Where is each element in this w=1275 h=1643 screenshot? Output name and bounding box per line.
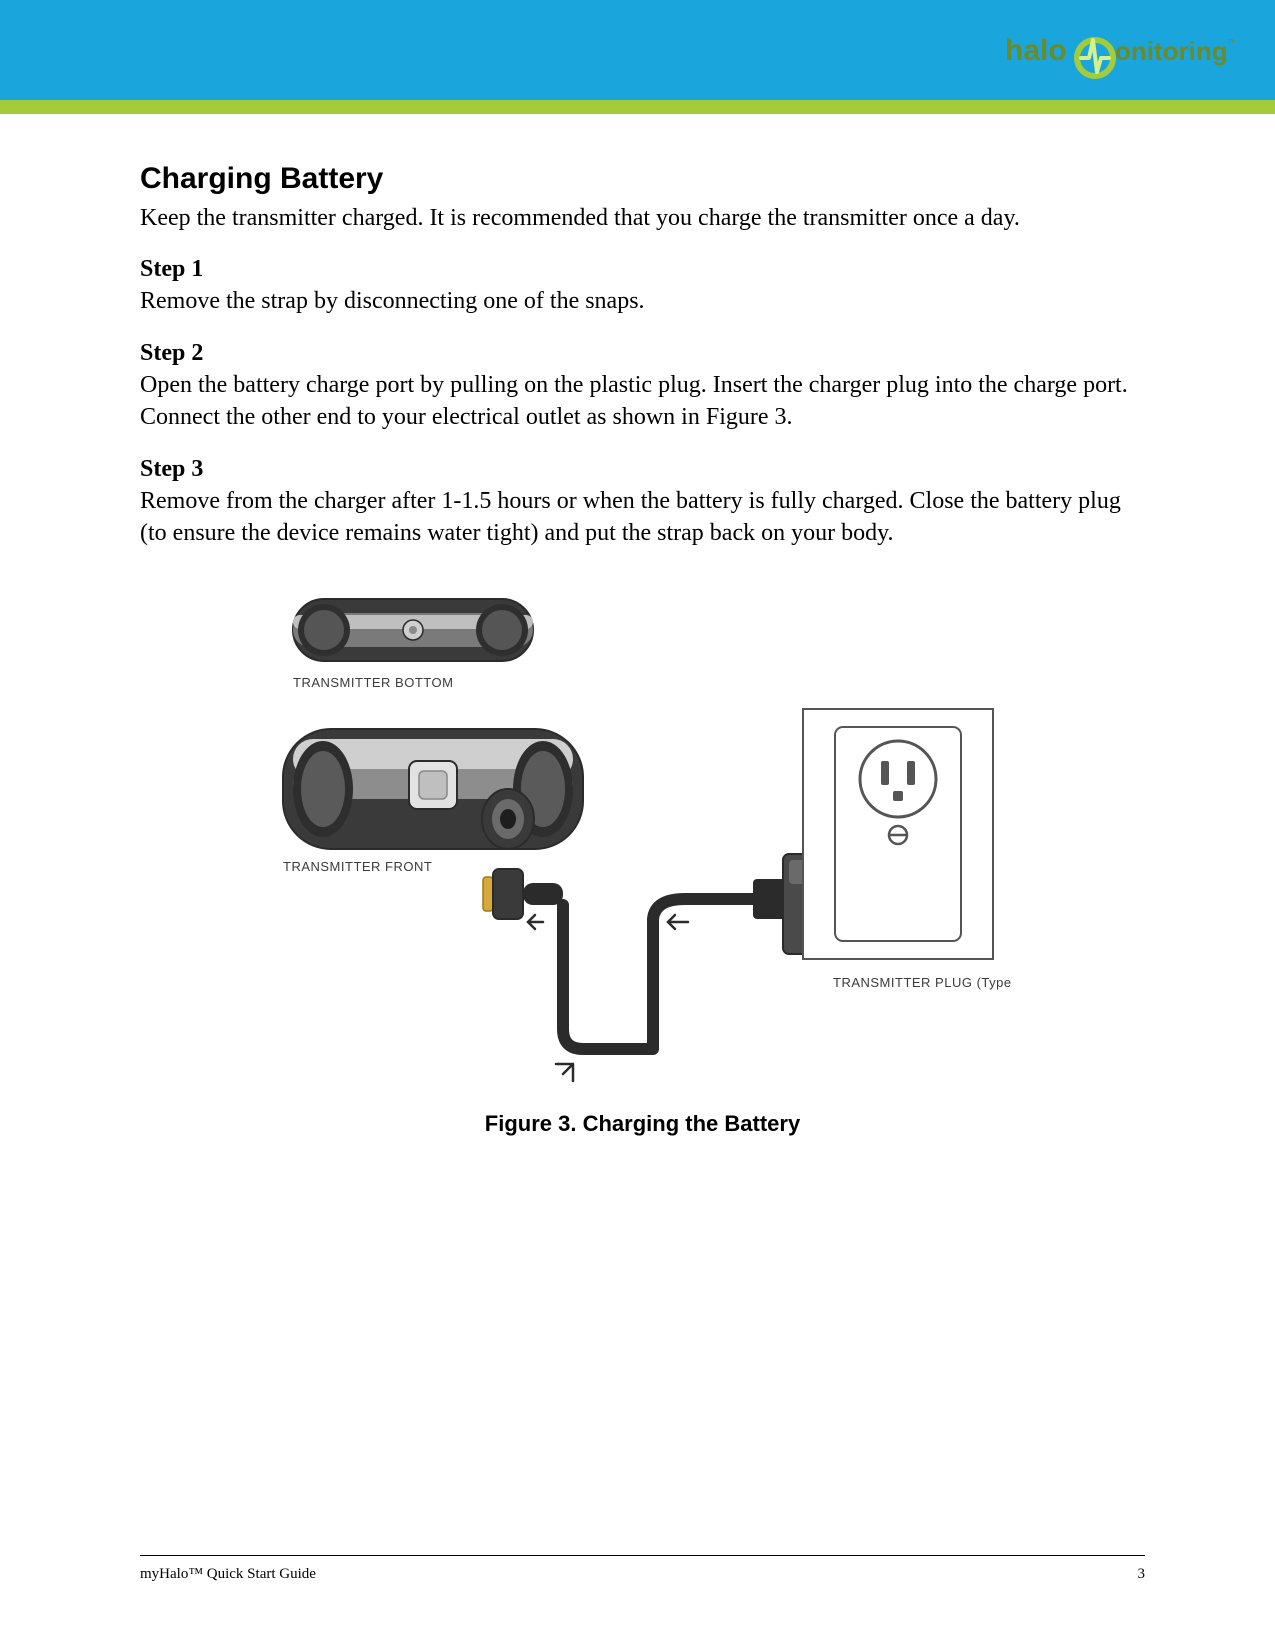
- header-blue-bar: halo onitoring ™: [0, 0, 1275, 100]
- label-transmitter-front: TRANSMITTER FRONT: [283, 859, 432, 874]
- section-title: Charging Battery: [140, 162, 1145, 196]
- transmitter-front-icon: [283, 729, 583, 849]
- footer-page-number: 3: [1138, 1566, 1146, 1583]
- figure-3: TRANSMITTER BOTTOM: [273, 589, 1013, 1137]
- step-1-body: Remove the strap by disconnecting one of…: [140, 285, 1145, 317]
- header-green-bar: [0, 100, 1275, 114]
- logo-tm: ™: [1227, 38, 1235, 49]
- logo-pulse-icon: [1077, 40, 1113, 76]
- label-transmitter-plug: TRANSMITTER PLUG (Type G): [833, 975, 1013, 990]
- wall-outlet-icon: [803, 709, 993, 959]
- transmitter-bottom-icon: [293, 599, 533, 661]
- brand-logo: halo onitoring ™: [1005, 18, 1235, 88]
- step-1-label: Step 1: [140, 256, 1145, 283]
- footer-rule: [140, 1555, 1145, 1556]
- step-2: Step 2 Open the battery charge port by p…: [140, 340, 1145, 434]
- label-transmitter-bottom: TRANSMITTER BOTTOM: [293, 675, 453, 690]
- step-2-label: Step 2: [140, 340, 1145, 367]
- step-3-label: Step 3: [140, 456, 1145, 483]
- step-2-body: Open the battery charge port by pulling …: [140, 369, 1145, 434]
- step-3-body: Remove from the charger after 1-1.5 hour…: [140, 485, 1145, 550]
- content-area: Charging Battery Keep the transmitter ch…: [0, 114, 1275, 1137]
- footer-left: myHalo™ Quick Start Guide: [140, 1566, 316, 1583]
- charger-cable-icon: [563, 899, 753, 1049]
- step-1: Step 1 Remove the strap by disconnecting…: [140, 256, 1145, 317]
- logo-text-onitoring: onitoring: [1115, 36, 1228, 66]
- page: halo onitoring ™ Charging Battery Keep t…: [0, 0, 1275, 1643]
- halo-monitoring-logo-icon: halo onitoring ™: [1005, 18, 1235, 88]
- page-footer: myHalo™ Quick Start Guide 3: [140, 1555, 1145, 1583]
- step-3: Step 3 Remove from the charger after 1-1…: [140, 456, 1145, 550]
- figure-caption: Figure 3. Charging the Battery: [273, 1111, 1013, 1137]
- section-intro: Keep the transmitter charged. It is reco…: [140, 202, 1145, 234]
- charger-connector-icon: [483, 869, 563, 919]
- logo-text-halo: halo: [1005, 34, 1067, 67]
- charging-diagram-icon: TRANSMITTER BOTTOM: [273, 589, 1013, 1089]
